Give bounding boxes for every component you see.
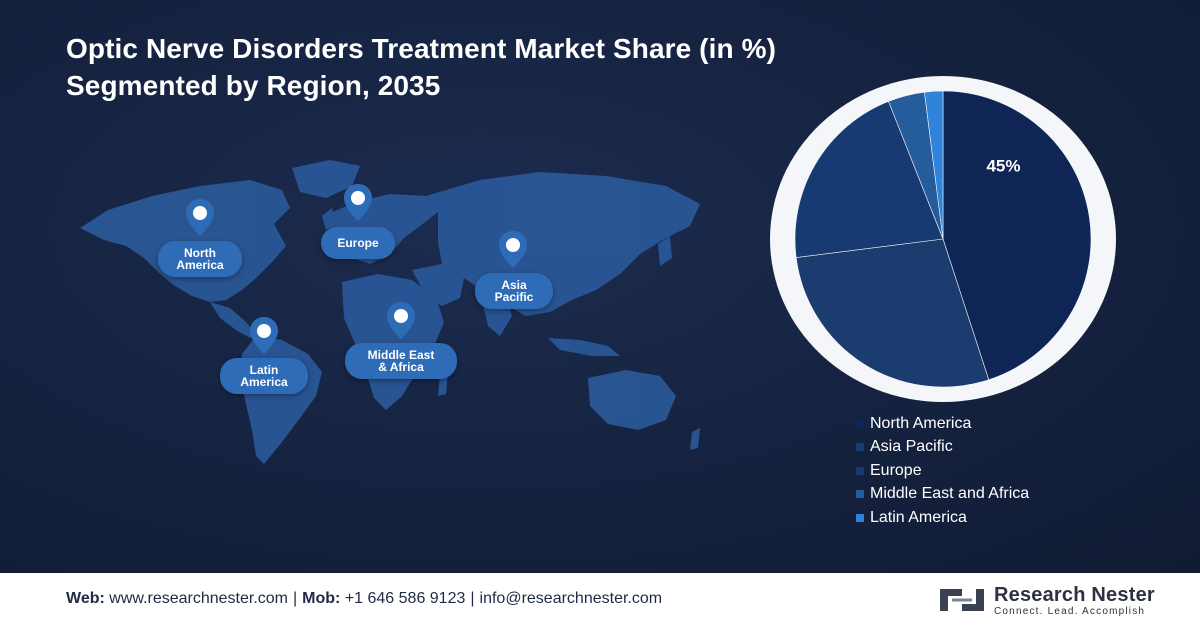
region-label-line: North	[184, 246, 216, 260]
map-pin-icon	[186, 199, 214, 236]
pie-slice-europe	[794, 101, 944, 258]
brand-logo: Research Nester Connect. Lead. Accomplis…	[936, 582, 1156, 618]
chart-title-line-2: Segmented by Region, 2035	[66, 70, 441, 101]
mob-label: Mob:	[302, 590, 341, 607]
map-central-america	[210, 302, 256, 338]
brand-name: Research Nester	[994, 584, 1155, 606]
pie-slice-asia-pacific	[795, 238, 990, 388]
legend-label: North America	[870, 414, 972, 432]
map-australia	[588, 370, 676, 430]
map-pin-icon	[387, 302, 415, 339]
map-pin-icon	[344, 184, 372, 221]
region-label-line: Middle East	[367, 348, 435, 362]
region-label-line: Asia	[501, 278, 527, 292]
map-japan	[658, 236, 672, 266]
footer-separator: |	[293, 590, 298, 607]
email-link[interactable]: info@researchnester.com	[479, 590, 663, 607]
map-pin-icon	[499, 231, 527, 268]
map-uk	[322, 208, 336, 230]
region-label-line: & Africa	[378, 360, 424, 374]
legend-swatch	[856, 513, 864, 522]
legend-swatch	[856, 466, 864, 475]
region-label-line: America	[176, 258, 224, 272]
web-link[interactable]: www.researchnester.com	[109, 590, 288, 607]
legend-item: Latin America	[856, 506, 1029, 530]
legend-item: Europe	[856, 459, 1029, 483]
region-label-north-america: North America	[158, 241, 242, 277]
region-label-line: Latin	[249, 363, 279, 377]
chart-title-line-1: Optic Nerve Disorders Treatment Market S…	[66, 33, 776, 64]
map-pin-icon	[250, 317, 278, 354]
pie-chart: 45%	[768, 76, 1118, 402]
legend-swatch	[856, 443, 864, 452]
pie-slice-latin-america	[924, 90, 944, 240]
region-label-europe: Europe	[321, 227, 395, 259]
legend-label: Europe	[870, 461, 922, 479]
legend-label: Asia Pacific	[870, 438, 953, 456]
legend-swatch	[856, 419, 864, 428]
region-label-line: Pacific	[494, 290, 534, 304]
region-label-asia-pacific: Asia Pacific	[475, 273, 553, 309]
legend-item: Asia Pacific	[856, 436, 1029, 460]
phone-number[interactable]: +1 646 586 9123	[344, 590, 466, 607]
pie-chart-svg: 45%	[770, 76, 1116, 402]
footer-contact: Web: www.researchnester.com | Mob: +1 646 …	[66, 590, 662, 608]
legend-swatch	[856, 490, 864, 499]
infographic-panel: Optic Nerve Disorders Treatment Market S…	[0, 0, 1200, 573]
legend-label: Middle East and Africa	[870, 485, 1030, 503]
footer: Web: www.researchnester.com | Mob: +1 646 …	[0, 573, 1200, 625]
chart-legend: North America Asia Pacific Europe Middle Ea…	[856, 412, 1029, 530]
web-label: Web:	[66, 590, 105, 607]
region-label-line: Europe	[337, 236, 379, 250]
map-middle-east	[412, 264, 464, 306]
research-nester-logo-icon	[940, 589, 984, 611]
pie-data-label: 45%	[986, 157, 1020, 176]
brand-tagline: Connect. Lead. Accomplish	[994, 606, 1146, 617]
pie-slice-north-america	[942, 90, 1092, 381]
map-new-zealand	[690, 428, 700, 450]
footer-separator: |	[470, 590, 475, 607]
region-label-middle-east-africa: Middle East & Africa	[345, 343, 457, 379]
map-indonesia	[548, 338, 620, 356]
map-greenland	[292, 160, 360, 198]
chart-title: Optic Nerve Disorders Treatment Market S…	[66, 30, 776, 104]
legend-item: North America	[856, 412, 1029, 436]
region-label-latin-america: Latin America	[220, 358, 308, 394]
region-label-line: America	[240, 375, 288, 389]
legend-item: Middle East and Africa	[856, 483, 1029, 507]
legend-label: Latin America	[870, 508, 967, 526]
